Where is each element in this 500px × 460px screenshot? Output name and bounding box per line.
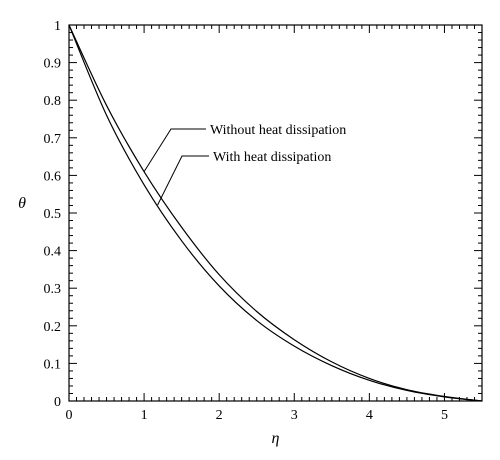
annotation-label: With heat dissipation (213, 150, 331, 165)
y-tick-label: 0 (54, 395, 61, 410)
series-line-with-heat-dissipation (68, 24, 483, 402)
x-tick-label: 0 (66, 408, 73, 423)
series-line-without-heat-dissipation (68, 24, 483, 402)
y-tick-label: 0.7 (44, 132, 62, 147)
x-tick-label: 1 (141, 408, 148, 423)
annotations: Without heat dissipation With heat dissip… (143, 123, 346, 206)
y-tick-label: 0.8 (44, 94, 62, 109)
y-tick-label: 0.9 (44, 57, 62, 72)
x-axis-title: η (272, 430, 280, 447)
x-tick-label: 5 (441, 408, 448, 423)
y-tick-label: 0.1 (44, 357, 62, 372)
y-tick-label: 0.5 (44, 207, 62, 222)
y-tick-label: 0.6 (44, 169, 62, 184)
x-tick-label: 2 (216, 408, 223, 423)
annotation-leader-line (157, 155, 209, 206)
annotation-label: Without heat dissipation (210, 123, 346, 138)
x-tick-label: 4 (366, 408, 373, 423)
axis-ticks (68, 24, 483, 402)
y-tick-label: 0.2 (44, 320, 62, 335)
plot-frame (68, 24, 483, 402)
y-tick-label: 1 (54, 19, 61, 34)
y-tick-label: 0.3 (44, 282, 62, 297)
y-axis-title: θ (18, 195, 26, 212)
annotation-leader-line (143, 128, 206, 172)
x-tick-label: 3 (291, 408, 298, 423)
y-tick-label: 0.4 (44, 245, 62, 260)
tick-labels: 0 1 2 3 4 5 0 0.1 0.2 0.3 0.4 0.5 0.6 0.7 0.8 0.9 1 (44, 19, 448, 423)
curves (68, 24, 483, 402)
